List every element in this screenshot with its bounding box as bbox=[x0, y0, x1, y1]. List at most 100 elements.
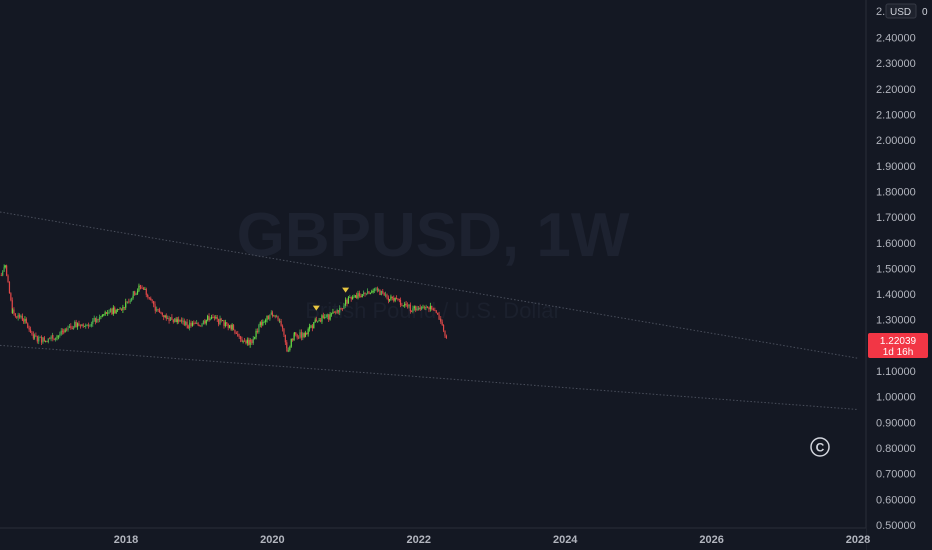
copyright-logo-icon[interactable] bbox=[810, 437, 830, 457]
candle-body bbox=[402, 305, 404, 307]
y-tick-label: 1.10000 bbox=[876, 366, 916, 378]
candle-body bbox=[204, 320, 206, 324]
candle-body bbox=[98, 316, 101, 320]
currency-label: USD bbox=[890, 7, 911, 18]
candle-body bbox=[368, 291, 370, 294]
candle-body bbox=[154, 304, 156, 307]
candle-body bbox=[201, 324, 203, 327]
candle-body bbox=[100, 316, 102, 318]
candle-body bbox=[33, 335, 36, 339]
candle-body bbox=[152, 301, 155, 305]
candle-body bbox=[136, 290, 139, 294]
candle-body bbox=[187, 325, 189, 329]
candle-body bbox=[232, 324, 235, 331]
candle-body bbox=[154, 306, 156, 311]
candle-body bbox=[435, 310, 437, 313]
candle-body bbox=[231, 324, 233, 330]
candle-body bbox=[96, 319, 98, 323]
candle-body bbox=[399, 299, 402, 305]
candle-body bbox=[24, 319, 26, 322]
candle-body bbox=[395, 298, 398, 300]
candle-body bbox=[158, 309, 161, 312]
candle-body bbox=[129, 300, 131, 302]
candle-body bbox=[293, 332, 295, 335]
candle-body bbox=[57, 335, 60, 337]
candle-body bbox=[11, 309, 14, 314]
y-tick-label: 1.80000 bbox=[876, 186, 916, 198]
candle-body bbox=[276, 316, 278, 318]
candle-body bbox=[437, 312, 439, 315]
candle-body bbox=[131, 298, 133, 301]
candle-body bbox=[321, 315, 323, 322]
candle-body bbox=[409, 304, 411, 312]
time-axis-panel[interactable] bbox=[0, 528, 866, 550]
candle-body bbox=[174, 318, 176, 322]
candle-body bbox=[103, 314, 105, 316]
candle-body bbox=[116, 309, 119, 311]
candle-body bbox=[317, 321, 319, 322]
candle-body bbox=[59, 334, 61, 336]
price-axis-panel[interactable] bbox=[866, 0, 932, 550]
candle-body bbox=[218, 319, 220, 325]
candle-body bbox=[234, 330, 236, 334]
candle-body bbox=[404, 303, 406, 306]
candle-body bbox=[405, 303, 407, 306]
candle-body bbox=[243, 340, 246, 342]
candle-body bbox=[35, 335, 37, 337]
candle-body bbox=[86, 324, 88, 326]
candle-body bbox=[221, 320, 224, 322]
candle-body bbox=[379, 289, 381, 296]
candle-body bbox=[418, 307, 420, 310]
y-tick-label: 1.30000 bbox=[876, 315, 916, 327]
price-axis-top-partial: 2. bbox=[876, 6, 885, 18]
y-tick-label: 0.50000 bbox=[876, 520, 916, 532]
candle-body bbox=[406, 305, 409, 307]
candle-body bbox=[202, 320, 205, 325]
currency-chip[interactable] bbox=[885, 3, 917, 19]
candle-body bbox=[119, 308, 121, 310]
candle-body bbox=[63, 331, 65, 333]
candle-body bbox=[165, 315, 167, 319]
candle-body bbox=[293, 334, 295, 341]
candle-body bbox=[235, 333, 237, 334]
candle-body bbox=[125, 301, 127, 303]
candle-body bbox=[191, 322, 194, 326]
x-tick-label: 2024 bbox=[553, 534, 578, 546]
candle-body bbox=[337, 310, 339, 313]
candles bbox=[0, 264, 447, 353]
candle-body bbox=[271, 312, 273, 316]
candle-body bbox=[256, 330, 259, 333]
candle-body bbox=[262, 321, 264, 325]
candle-body bbox=[284, 334, 286, 343]
candle-body bbox=[308, 326, 311, 329]
candle-body bbox=[25, 319, 27, 324]
candle-body bbox=[353, 296, 355, 298]
candle-body bbox=[255, 330, 257, 338]
candle-body bbox=[408, 304, 410, 307]
candle-body bbox=[118, 309, 120, 311]
candle-body bbox=[176, 319, 178, 323]
candle-body bbox=[10, 293, 12, 301]
candle-body bbox=[445, 335, 447, 339]
y-tick-label: 2.10000 bbox=[876, 109, 916, 121]
candle-body bbox=[365, 293, 368, 295]
candle-body bbox=[8, 282, 11, 294]
candle-body bbox=[104, 312, 106, 315]
candle-body bbox=[281, 325, 284, 329]
candle-body bbox=[164, 315, 166, 318]
candle-body bbox=[183, 320, 185, 326]
candle-body bbox=[89, 325, 91, 327]
candle-body bbox=[226, 322, 228, 324]
candle-body bbox=[335, 312, 337, 314]
candle-body bbox=[410, 311, 413, 312]
candle-body bbox=[144, 289, 146, 290]
candle-body bbox=[122, 306, 124, 311]
candle-body bbox=[441, 321, 443, 326]
signal-marker bbox=[342, 287, 350, 293]
candle-body bbox=[345, 299, 347, 305]
candle-body bbox=[300, 332, 302, 338]
candle-body bbox=[112, 307, 114, 314]
candle-body bbox=[92, 320, 94, 324]
candle-body bbox=[438, 314, 440, 320]
